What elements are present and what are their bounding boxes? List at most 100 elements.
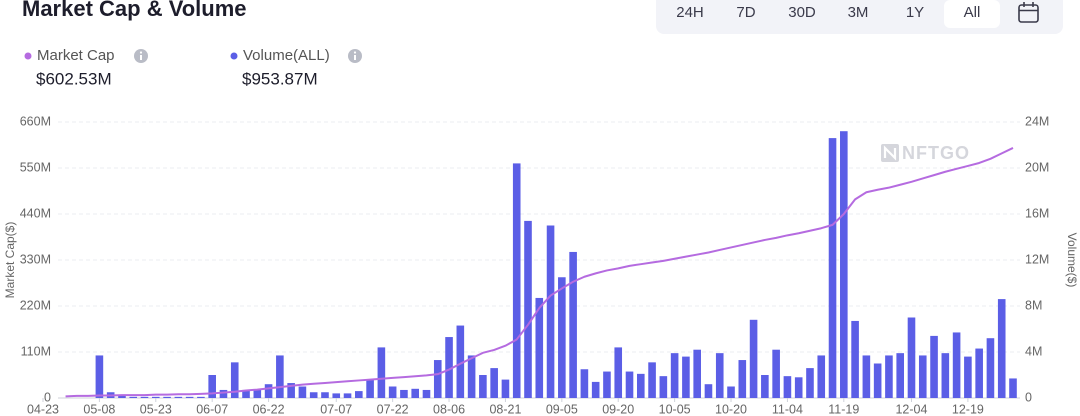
bar <box>794 377 803 398</box>
bar <box>952 332 961 398</box>
bar <box>366 379 374 398</box>
x-tick-label: 12-04 <box>895 402 927 416</box>
bar <box>490 368 498 398</box>
bar <box>828 138 837 398</box>
y2-tick-label: 20M <box>1025 160 1049 174</box>
bar <box>140 396 149 398</box>
bar <box>907 317 916 398</box>
bar <box>603 371 611 398</box>
bar <box>208 375 216 398</box>
bar <box>242 389 250 398</box>
x-tick-label: 08-06 <box>433 402 465 416</box>
tab-active-bg <box>944 0 1000 28</box>
bar <box>535 297 544 398</box>
x-tick-label: 08-21 <box>489 402 521 416</box>
bar <box>806 368 814 398</box>
x-tick-label: 05-08 <box>83 402 115 416</box>
bar <box>580 369 589 398</box>
legend-value: $602.53M <box>36 69 112 88</box>
bar <box>1009 378 1017 398</box>
info-icon[interactable] <box>134 49 148 63</box>
bar <box>151 396 160 398</box>
legend-swatch <box>230 52 238 60</box>
watermark-logo <box>881 144 899 162</box>
bar <box>501 379 510 398</box>
bar <box>118 395 126 398</box>
bar <box>524 220 532 398</box>
info-icon[interactable] <box>348 49 362 63</box>
bar <box>298 386 307 398</box>
tab[interactable]: 24H <box>676 4 704 21</box>
x-tick-label: 04-23 <box>27 402 59 416</box>
bar <box>174 396 183 398</box>
legend-label: Market Cap <box>37 47 115 64</box>
y-tick-label: 330M <box>20 252 51 266</box>
bar <box>355 391 363 398</box>
bar <box>411 388 420 398</box>
x-tick-label: 12-19 <box>952 402 984 416</box>
x-tick-label: 06-22 <box>253 402 285 416</box>
tab[interactable]: All <box>964 4 981 21</box>
bar <box>377 347 386 398</box>
watermark: NFTGO <box>902 143 970 163</box>
y2-tick-label: 12M <box>1025 252 1049 266</box>
bar <box>986 338 995 398</box>
bar <box>309 392 318 398</box>
tab[interactable]: 1Y <box>906 4 924 21</box>
bar <box>197 396 205 398</box>
chart-title: Market Cap & Volume <box>22 0 247 21</box>
bar <box>287 383 295 398</box>
y-tick-label: 550M <box>20 160 51 174</box>
bar <box>997 299 1006 398</box>
bar <box>546 225 555 398</box>
bar <box>862 355 871 398</box>
bar <box>321 392 329 398</box>
bar <box>851 320 859 398</box>
bar <box>388 386 397 398</box>
y2-tick-label: 4M <box>1025 344 1042 358</box>
bar <box>445 337 453 398</box>
bar <box>185 396 194 398</box>
bar <box>558 277 566 398</box>
x-tick-label: 10-20 <box>715 402 747 416</box>
y-tick-label: 0 <box>44 390 51 404</box>
tab[interactable]: 3M <box>848 4 869 21</box>
x-tick-label: 11-04 <box>772 402 803 416</box>
x-tick-label: 09-20 <box>602 402 634 416</box>
y-tick-label: 660M <box>20 114 51 128</box>
bar <box>941 353 950 398</box>
calendar-icon[interactable] <box>1018 2 1039 23</box>
legend-value: $953.87M <box>242 69 318 88</box>
bar <box>614 347 623 398</box>
bar <box>648 362 656 398</box>
line <box>65 147 1014 398</box>
bar <box>659 376 668 398</box>
y2-tick-label: 8M <box>1025 298 1042 312</box>
bar <box>512 163 521 398</box>
tab[interactable]: 7D <box>736 4 755 21</box>
bar <box>896 353 905 398</box>
x-tick-label: 05-23 <box>140 402 172 416</box>
bar <box>682 356 690 398</box>
legend-label: Volume(ALL) <box>243 47 330 64</box>
bar <box>885 355 893 398</box>
bar <box>693 349 701 398</box>
bar <box>276 355 284 398</box>
bar <box>467 355 476 398</box>
bar <box>253 389 262 398</box>
y-tick-label: 110M <box>21 344 51 358</box>
bar <box>964 356 972 398</box>
bar <box>591 381 600 398</box>
y2-tick-label: 24M <box>1025 114 1049 128</box>
bar <box>761 375 769 398</box>
bar <box>670 353 679 398</box>
bar <box>918 355 927 398</box>
bar <box>715 353 724 398</box>
tab[interactable]: 30D <box>788 4 816 21</box>
bar <box>264 384 273 398</box>
legend-swatch <box>24 52 32 60</box>
bar <box>400 389 408 398</box>
bar <box>219 389 228 398</box>
bar <box>840 131 848 398</box>
bar <box>129 396 138 398</box>
